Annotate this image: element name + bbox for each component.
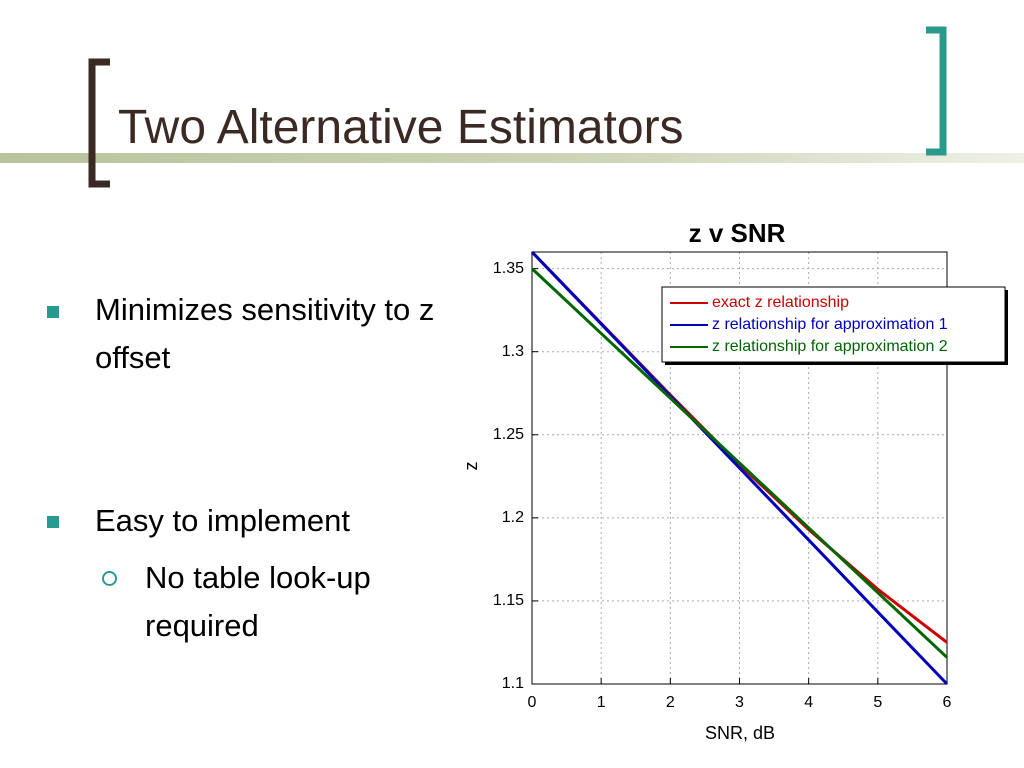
series-line (530, 267, 949, 659)
bullet-text: Minimizes sensitivity to z offset (95, 292, 435, 375)
sub-bullet-marker (102, 571, 117, 586)
y-tick-label: 1.1 (502, 675, 524, 692)
x-axis-label: SNR, dB (705, 723, 775, 743)
legend-label: z relationship for approximation 2 (712, 338, 948, 355)
legend-box (661, 286, 1006, 363)
plot-frame (531, 251, 948, 685)
legend-label: z relationship for approximation 1 (712, 316, 948, 333)
x-tick-label: 5 (873, 694, 882, 711)
x-tick-label: 4 (804, 694, 813, 711)
bullet-marker (47, 306, 59, 318)
x-tick-label: 6 (943, 694, 952, 711)
y-tick-label: 1.25 (493, 426, 524, 443)
y-tick-label: 1.3 (502, 343, 524, 360)
x-tick-label: 2 (666, 694, 675, 711)
chart-title: z v SNR (689, 218, 786, 248)
x-tick-label: 0 (528, 694, 537, 711)
legend-label: exact z relationship (712, 294, 849, 311)
title-band (0, 153, 1024, 163)
slide-title: Two Alternative Estimators (118, 101, 684, 154)
y-tick-label: 1.2 (502, 509, 524, 526)
chart: z v SNR SNR, dB z 1.1 1.15 1.2 1.25 1.3 1.35 0… (461, 218, 1008, 743)
bullet-text: Easy to implement (95, 503, 350, 538)
x-tick-label: 1 (597, 694, 606, 711)
sub-bullet-text: No table look-up required (145, 560, 371, 643)
x-tick-label: 3 (735, 694, 744, 711)
y-tick-label: 1.15 (493, 592, 524, 609)
y-axis-label: z (461, 462, 481, 471)
y-tick-label: 1.35 (493, 260, 524, 277)
series-line (530, 250, 949, 686)
bullet-marker (47, 516, 59, 528)
brackets (88, 26, 947, 188)
